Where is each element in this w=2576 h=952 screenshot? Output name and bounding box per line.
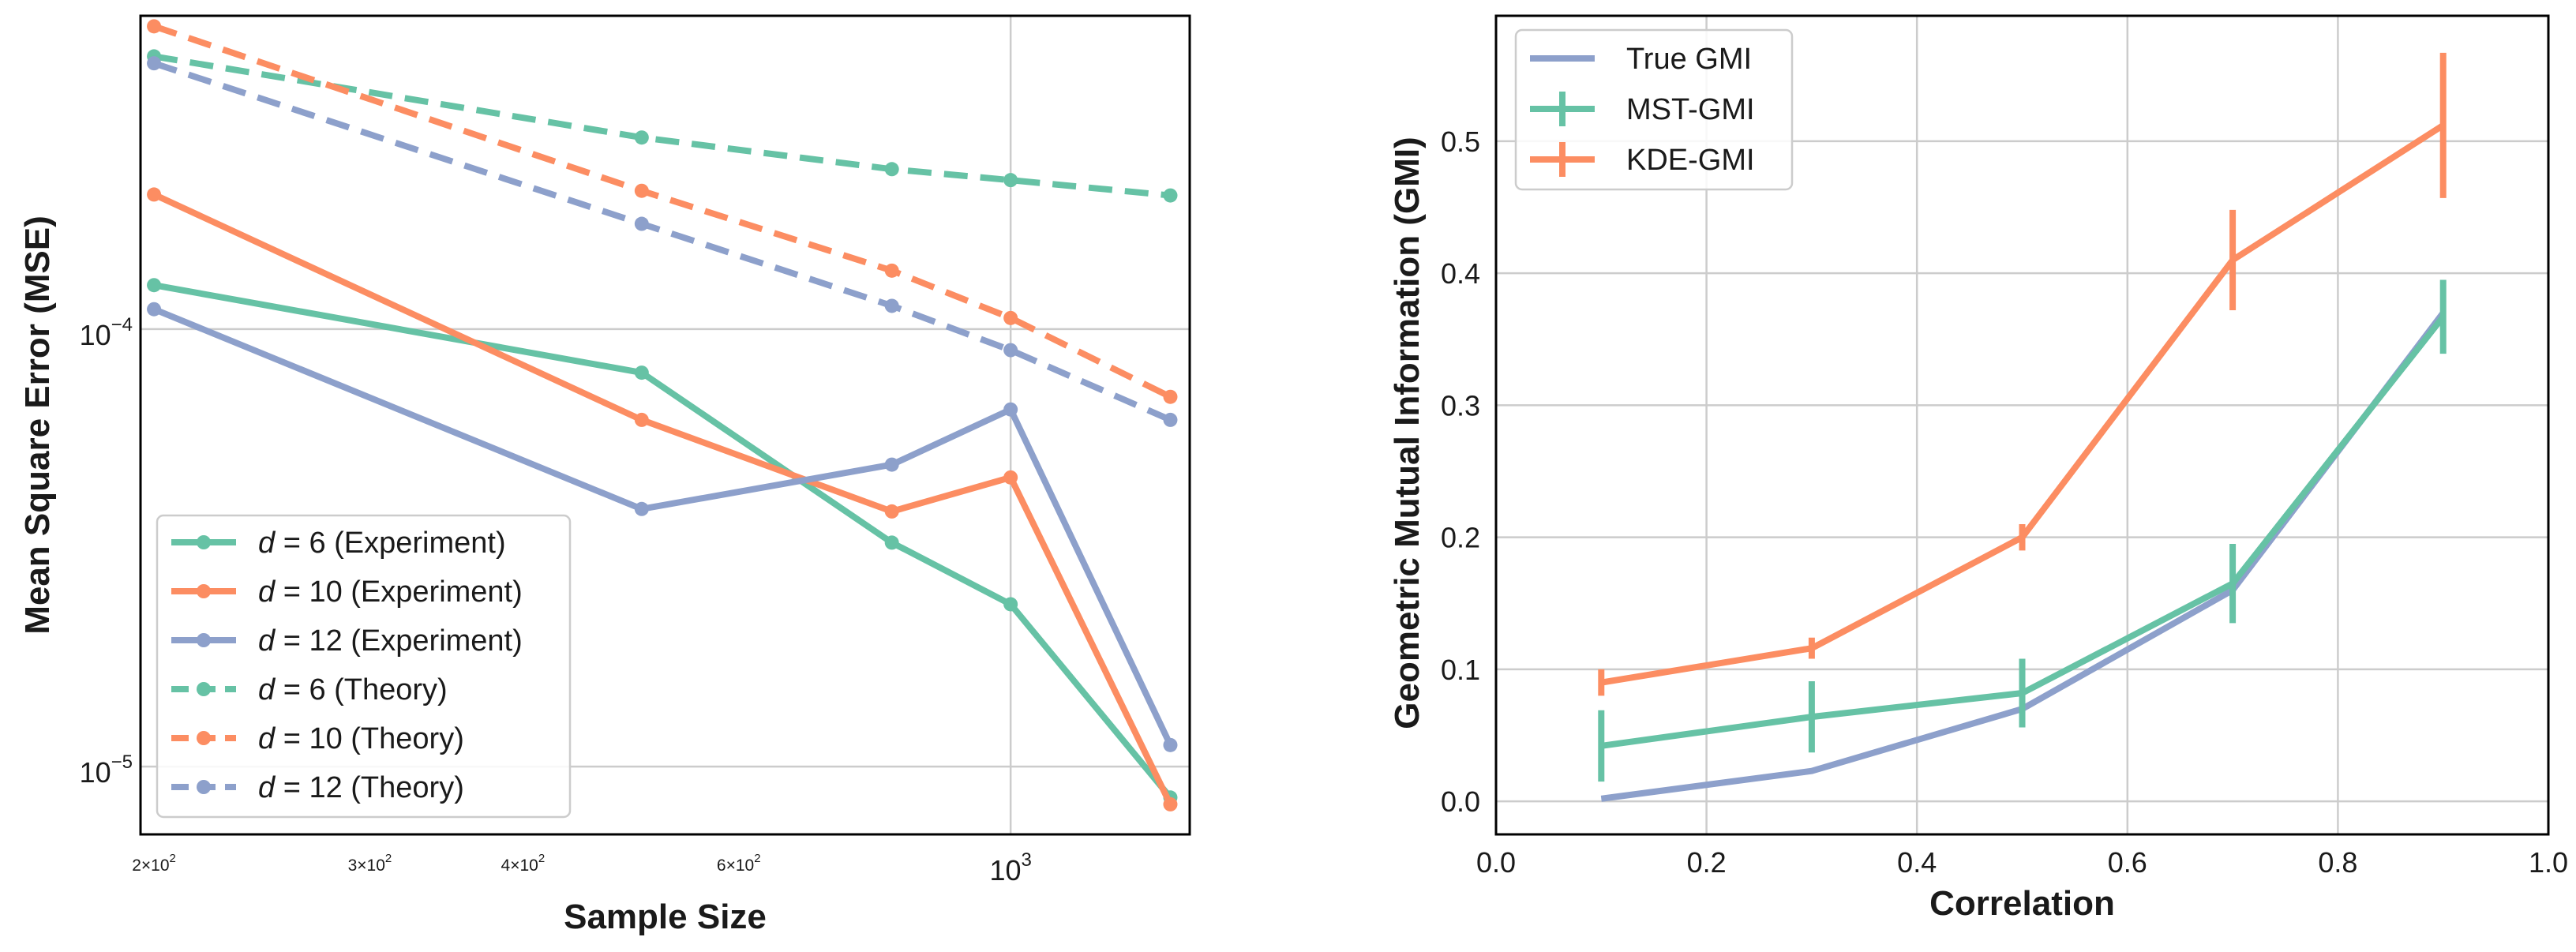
y-tick-label-0: 10−4 <box>80 314 133 351</box>
legend-label-0: True GMI <box>1626 43 1752 76</box>
legend-box <box>156 514 572 819</box>
y-axis-label: Geometric Mutual Information (GMI) <box>1388 137 1427 729</box>
legend-box <box>1514 28 1794 191</box>
series-0-point-0 <box>147 278 162 293</box>
x-tick-label-0: 2×102 <box>132 852 176 875</box>
legend: True GMI MST-GMI KDE-GMI <box>1514 28 1794 191</box>
x-tick-label-0: 0.0 <box>1476 846 1516 879</box>
series-5-point-3 <box>1003 343 1018 358</box>
x-tick-label-3: 0.6 <box>2108 846 2147 879</box>
series-3-point-3 <box>1003 173 1018 188</box>
legend: d = 6 (Experiment) d = 10 (Experiment) d =… <box>156 514 572 819</box>
series-2-point-2 <box>884 457 899 472</box>
series-4-point-0 <box>147 19 162 34</box>
series-4-point-1 <box>634 183 649 198</box>
series-0-point-3 <box>1003 597 1018 612</box>
x-tick-label-4: 0.8 <box>2318 846 2357 879</box>
y-tick-label-2: 0.2 <box>1441 522 1480 554</box>
series-4-point-4 <box>1163 389 1178 404</box>
y-tick-label-5: 0.5 <box>1441 126 1480 158</box>
gmi-chart: 0.0 0.2 0.4 0.6 0.8 1.0 0.0 0.1 0.2 0.3 0.4 0.5 Corr… <box>1388 14 2568 923</box>
legend-label-2: KDE-GMI <box>1626 144 1755 177</box>
legend-marker-0 <box>197 535 211 549</box>
legend-marker-2 <box>197 633 211 647</box>
plot-frame <box>139 14 1191 836</box>
series-0-point-1 <box>634 365 649 380</box>
series-4-point-2 <box>884 263 899 278</box>
series-1-point-1 <box>634 412 649 427</box>
y-tick-label-4: 0.4 <box>1441 257 1480 290</box>
y-axis-label: Mean Square Error (MSE) <box>18 216 57 635</box>
series-1-point-0 <box>147 187 162 202</box>
series-1-point-2 <box>884 504 899 519</box>
x-tick-label-5: 1.0 <box>2529 846 2568 879</box>
series-2-point-4 <box>1163 737 1178 752</box>
legend-label-1: MST-GMI <box>1626 93 1755 126</box>
x-tick-label-2: 4×102 <box>501 852 546 875</box>
legend-label-2: d = 12 (Experiment) <box>258 624 523 658</box>
legend-label-0: d = 6 (Experiment) <box>258 527 506 560</box>
series-0-point-2 <box>884 535 899 550</box>
series-2-point-0 <box>147 302 162 317</box>
x-tick-label-4: 103 <box>989 849 1031 886</box>
legend-label-3: d = 6 (Theory) <box>258 673 448 707</box>
series-line-5 <box>152 60 1172 423</box>
x-tick-label-1: 0.2 <box>1687 846 1727 879</box>
series-3-point-1 <box>634 130 649 145</box>
series-5-point-1 <box>634 216 649 231</box>
legend-label-1: d = 10 (Experiment) <box>258 575 523 609</box>
series-1-point-4 <box>1163 796 1178 811</box>
mse-chart: 2×102 3×102 4×102 6×102 103 10−4 10−5 Sample Si… <box>18 14 1191 936</box>
x-axis-label: Sample Size <box>564 898 767 936</box>
x-tick-label-3: 6×102 <box>717 852 761 875</box>
y-tick-label-1: 10−5 <box>80 751 133 789</box>
legend-marker-1 <box>197 584 211 598</box>
series-line-2 <box>1600 122 2445 686</box>
x-tick-label-1: 3×102 <box>348 852 392 875</box>
legend-marker-4 <box>197 731 211 745</box>
x-axis-label: Correlation <box>1929 884 2115 923</box>
legend-label-5: d = 12 (Theory) <box>258 771 464 804</box>
y-tick-label-3: 0.3 <box>1441 389 1480 422</box>
series-4-point-3 <box>1003 310 1018 325</box>
series-5-point-4 <box>1163 412 1178 427</box>
series-2-point-3 <box>1003 402 1018 417</box>
y-tick-label-0: 0.0 <box>1441 785 1480 818</box>
x-tick-label-2: 0.4 <box>1897 846 1937 879</box>
y-tick-label-1: 0.1 <box>1441 654 1480 686</box>
legend-marker-5 <box>197 780 211 794</box>
legend-marker-3 <box>197 682 211 696</box>
series-5-point-2 <box>884 298 899 313</box>
series-1-point-3 <box>1003 470 1018 485</box>
series-5-point-0 <box>147 56 162 71</box>
plot-frame <box>1494 14 2550 836</box>
series-2-point-1 <box>634 501 649 516</box>
series-3-point-4 <box>1163 188 1178 203</box>
series-3-point-2 <box>884 162 899 177</box>
legend-label-4: d = 10 (Theory) <box>258 722 464 755</box>
